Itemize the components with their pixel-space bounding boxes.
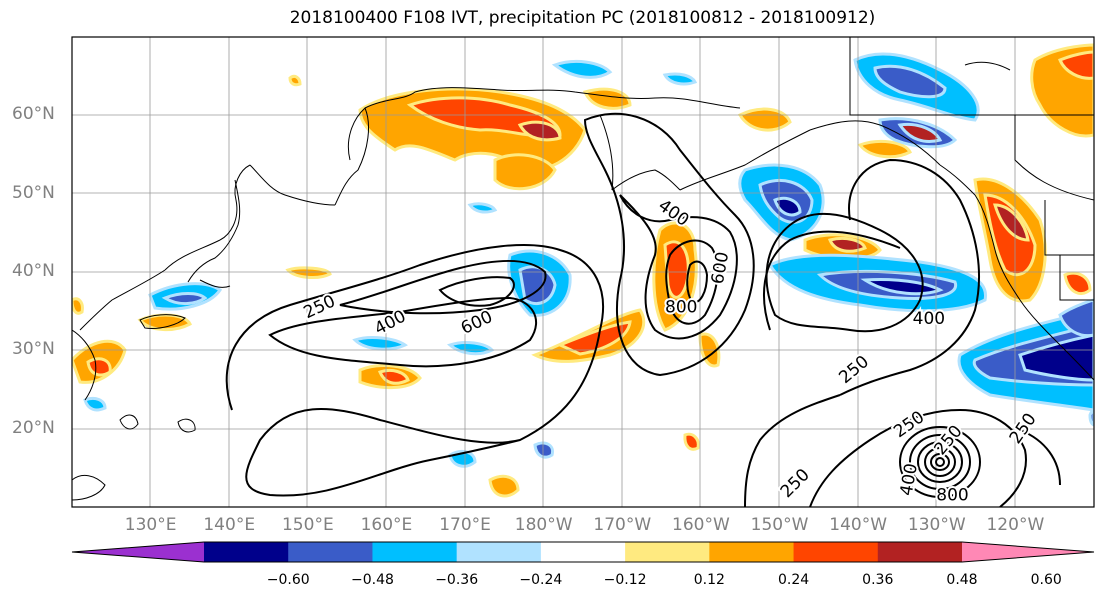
colorbar bbox=[71, 541, 1095, 563]
colorbar-extend-high bbox=[962, 542, 1094, 562]
lon-tick-label: 140°E bbox=[203, 515, 256, 535]
colorbar-tick-label: 0.48 bbox=[946, 572, 978, 588]
colorbar-segment bbox=[456, 542, 542, 562]
ivt-contour-label: 800 bbox=[936, 485, 968, 505]
map-title: 2018100400 F108 IVT, precipitation PC (2… bbox=[289, 8, 876, 28]
lon-tick-label: 170°E bbox=[439, 515, 491, 535]
ivt-contour-label: 400 bbox=[913, 309, 945, 329]
lat-tick-label: 40°N bbox=[12, 261, 55, 281]
lon-tick-label: 180°W bbox=[514, 515, 573, 535]
lat-tick-label: 20°N bbox=[12, 417, 55, 438]
ivt-contours bbox=[225, 112, 1061, 507]
colorbar-segment bbox=[372, 542, 458, 562]
colorbar-segment bbox=[793, 542, 879, 562]
colorbar-tick-label: −0.36 bbox=[435, 572, 479, 588]
colorbar-segment bbox=[709, 542, 795, 562]
lon-tick-label: 160°E bbox=[360, 515, 413, 535]
colorbar-tick-label: 0.60 bbox=[1030, 572, 1062, 588]
negative-precip-areas bbox=[83, 52, 1094, 468]
colorbar-tick-label: 0.12 bbox=[693, 572, 725, 588]
colorbar-tick-label: 0.24 bbox=[777, 572, 810, 588]
lon-tick-label: 150°E bbox=[281, 515, 334, 535]
lon-tick-label: 150°W bbox=[750, 515, 809, 535]
map-frame bbox=[71, 36, 1095, 508]
lon-tick-label: 130°W bbox=[907, 515, 966, 535]
colorbar-outline bbox=[71, 541, 1095, 563]
colorbar-segment bbox=[288, 542, 373, 562]
ivt-contour-label: 600 bbox=[708, 250, 733, 285]
lon-tick-label: 120°W bbox=[986, 515, 1045, 535]
gridlines bbox=[72, 37, 1094, 507]
lon-tick-label: 130°E bbox=[124, 515, 177, 535]
colorbar-tick-label: −0.48 bbox=[350, 572, 394, 588]
colorbar-tick-label: −0.12 bbox=[603, 572, 647, 588]
lon-tick-label: 140°W bbox=[829, 515, 888, 535]
colorbar-extend-low bbox=[72, 542, 204, 562]
lat-tick-label: 30°N bbox=[12, 339, 55, 360]
coastlines bbox=[72, 37, 1094, 501]
colorbar-tick-label: −0.24 bbox=[519, 572, 563, 588]
ivt-contour-label: 800 bbox=[665, 297, 697, 317]
colorbar-segment bbox=[625, 542, 710, 562]
colorbar-segment bbox=[204, 542, 289, 562]
lat-tick-label: 50°N bbox=[12, 182, 55, 203]
colorbar-segment bbox=[540, 542, 626, 562]
lat-tick-label: 60°N bbox=[12, 104, 55, 125]
positive-precip-areas bbox=[72, 43, 1094, 498]
colorbar-tick-label: 0.36 bbox=[862, 572, 894, 588]
ivt-contour-label: 400 bbox=[897, 462, 922, 497]
lon-tick-label: 160°W bbox=[672, 515, 730, 535]
precipitation-shading bbox=[72, 43, 1094, 498]
lon-tick-label: 170°W bbox=[593, 515, 652, 535]
colorbar-segment bbox=[877, 542, 963, 562]
colorbar-tick-label: −0.60 bbox=[266, 572, 310, 588]
